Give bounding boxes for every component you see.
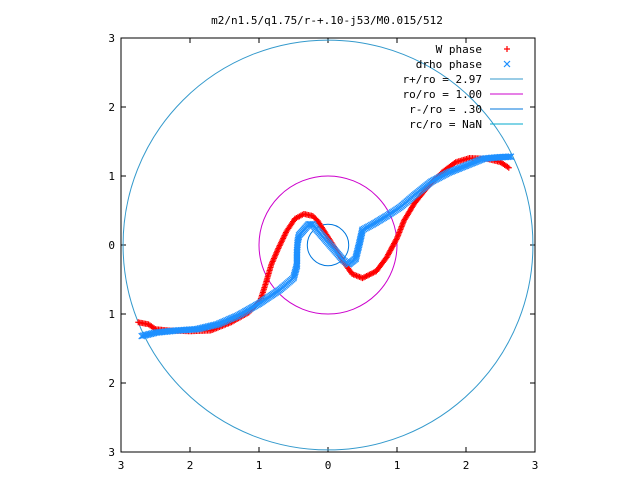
x-tick-label: 2 (187, 459, 194, 472)
legend-label: r+/ro = 2.97 (403, 73, 482, 86)
x-tick-label: 3 (532, 459, 539, 472)
y-tick-label: 1 (108, 308, 115, 321)
plus-marker (369, 270, 376, 277)
legend: W phase drho phase r+/ro = 2.97 ro/ro = 1.0… (403, 43, 523, 131)
legend-label: drho phase (416, 58, 482, 71)
y-tick-label: 3 (108, 446, 115, 459)
y-tick-label: 0 (108, 239, 115, 252)
cross-marker (505, 153, 513, 161)
drho-phase-series (138, 153, 515, 340)
y-tick-label: 2 (108, 377, 115, 390)
legend-label: r-/ro = .30 (409, 103, 482, 116)
plus-marker (504, 163, 511, 170)
radius-circle (306, 223, 350, 267)
x-tick-label: 3 (118, 459, 125, 472)
plus-marker (366, 271, 373, 278)
radius-circle (122, 39, 534, 451)
legend-label: W phase (436, 43, 482, 56)
legend-label: ro/ro = 1.00 (403, 88, 482, 101)
y-tick-label: 2 (108, 101, 115, 114)
radius-circles (122, 39, 534, 451)
plus-marker (504, 46, 510, 52)
plus-marker (363, 273, 370, 280)
plus-marker (367, 270, 374, 277)
x-tick-label: 1 (394, 459, 401, 472)
plus-marker (360, 274, 367, 281)
cross-marker (306, 220, 314, 228)
y-tick-label: 1 (108, 170, 115, 183)
radius-circle (258, 175, 398, 315)
cross-marker (503, 60, 511, 68)
w-phase-series (135, 155, 512, 335)
x-tick-label: 0 (325, 459, 332, 472)
plus-marker (505, 164, 512, 171)
data-markers (135, 153, 515, 340)
x-tick-label: 1 (256, 459, 263, 472)
plus-marker (370, 269, 377, 276)
plus-marker (362, 273, 369, 280)
y-tick-label: 3 (108, 32, 115, 45)
legend-label: rc/ro = NaN (409, 118, 482, 131)
cross-marker (507, 153, 515, 161)
plus-marker (365, 272, 372, 279)
plus-marker (359, 275, 366, 282)
chart-title: m2/n1.5/q1.75/r-+.10-j53/M0.015/512 (211, 14, 443, 27)
x-tick-label: 2 (463, 459, 470, 472)
plus-marker (393, 236, 400, 243)
